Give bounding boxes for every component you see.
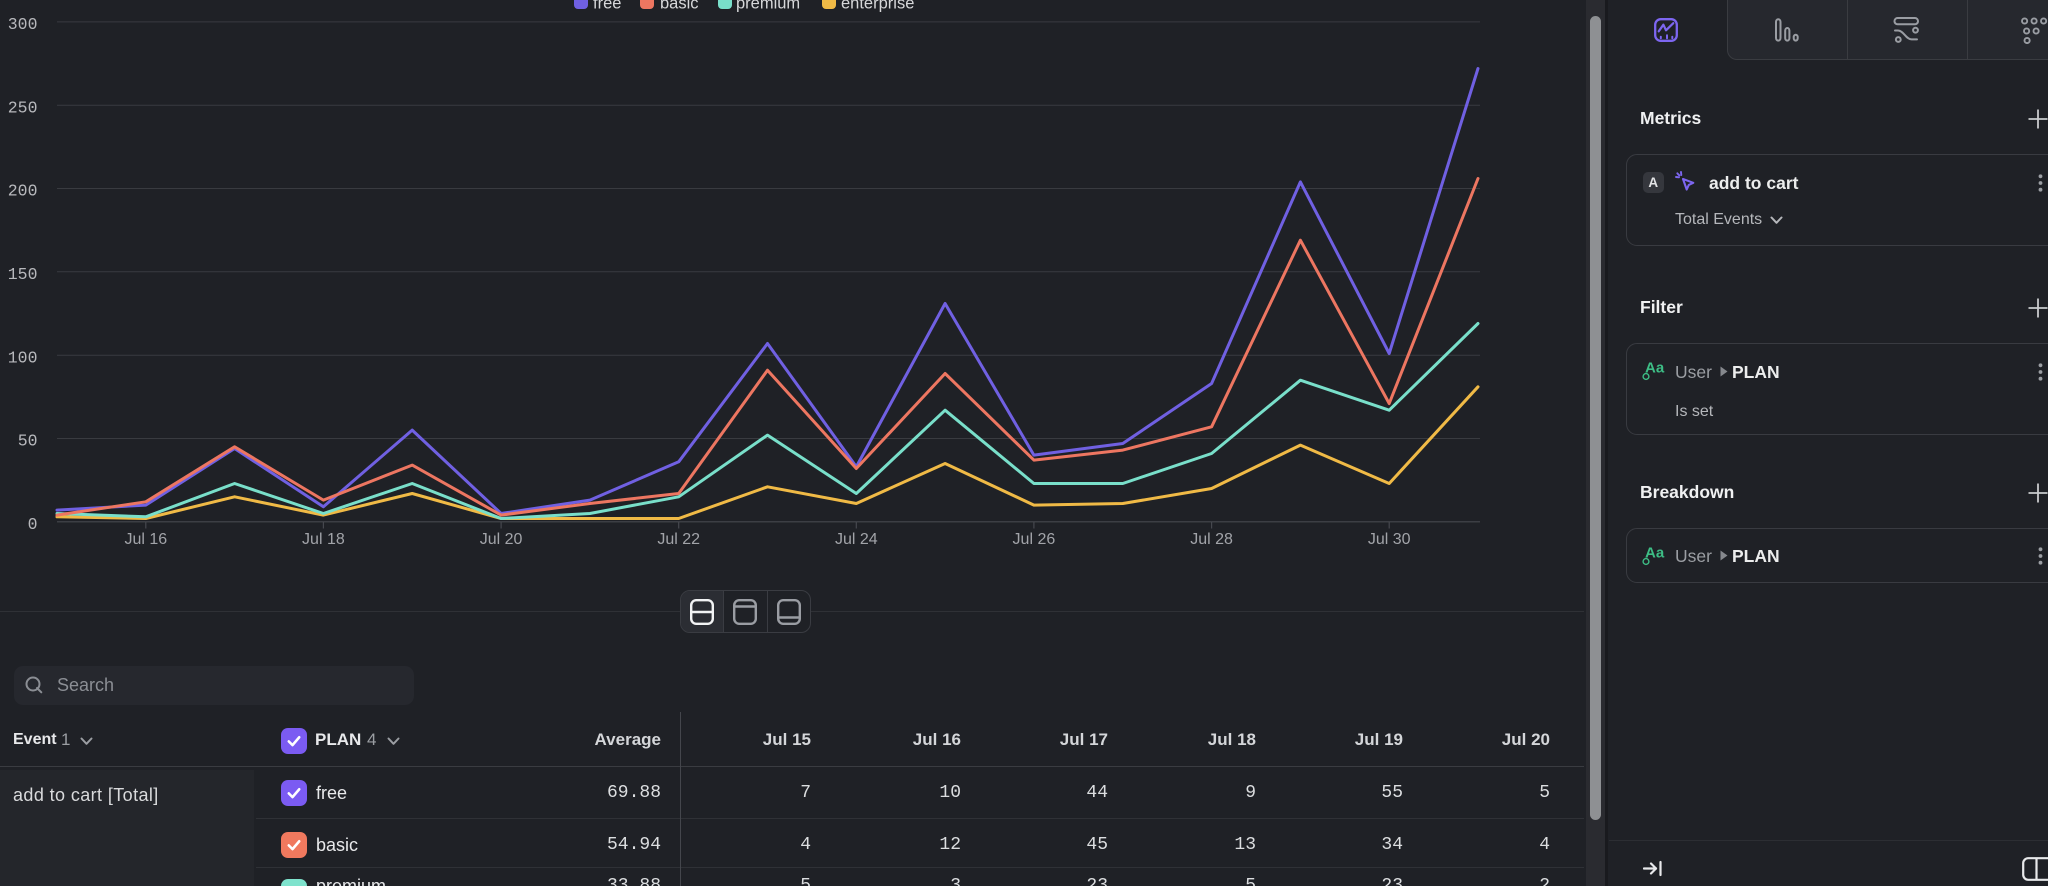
svg-text:300: 300 [8,15,38,34]
svg-text:premium: premium [736,0,800,12]
svg-text:Aa: Aa [1645,360,1665,377]
svg-text:Jul 18: Jul 18 [302,531,345,548]
svg-text:250: 250 [8,98,38,117]
svg-text:Aa: Aa [1645,545,1665,562]
svg-text:free: free [593,0,621,12]
svg-text:150: 150 [8,265,38,284]
svg-text:200: 200 [8,182,38,201]
svg-text:Jul 28: Jul 28 [1190,531,1233,548]
svg-text:Jul 30: Jul 30 [1368,531,1411,548]
svg-text:basic: basic [660,0,699,12]
svg-text:Jul 26: Jul 26 [1013,531,1056,548]
svg-text:Jul 16: Jul 16 [124,531,167,548]
svg-text:0: 0 [28,515,38,534]
svg-text:enterprise: enterprise [841,0,914,12]
svg-text:Jul 20: Jul 20 [480,531,523,548]
svg-text:50: 50 [18,432,38,451]
svg-text:Jul 22: Jul 22 [657,531,700,548]
svg-text:Jul 24: Jul 24 [835,531,878,548]
svg-text:100: 100 [8,348,38,367]
